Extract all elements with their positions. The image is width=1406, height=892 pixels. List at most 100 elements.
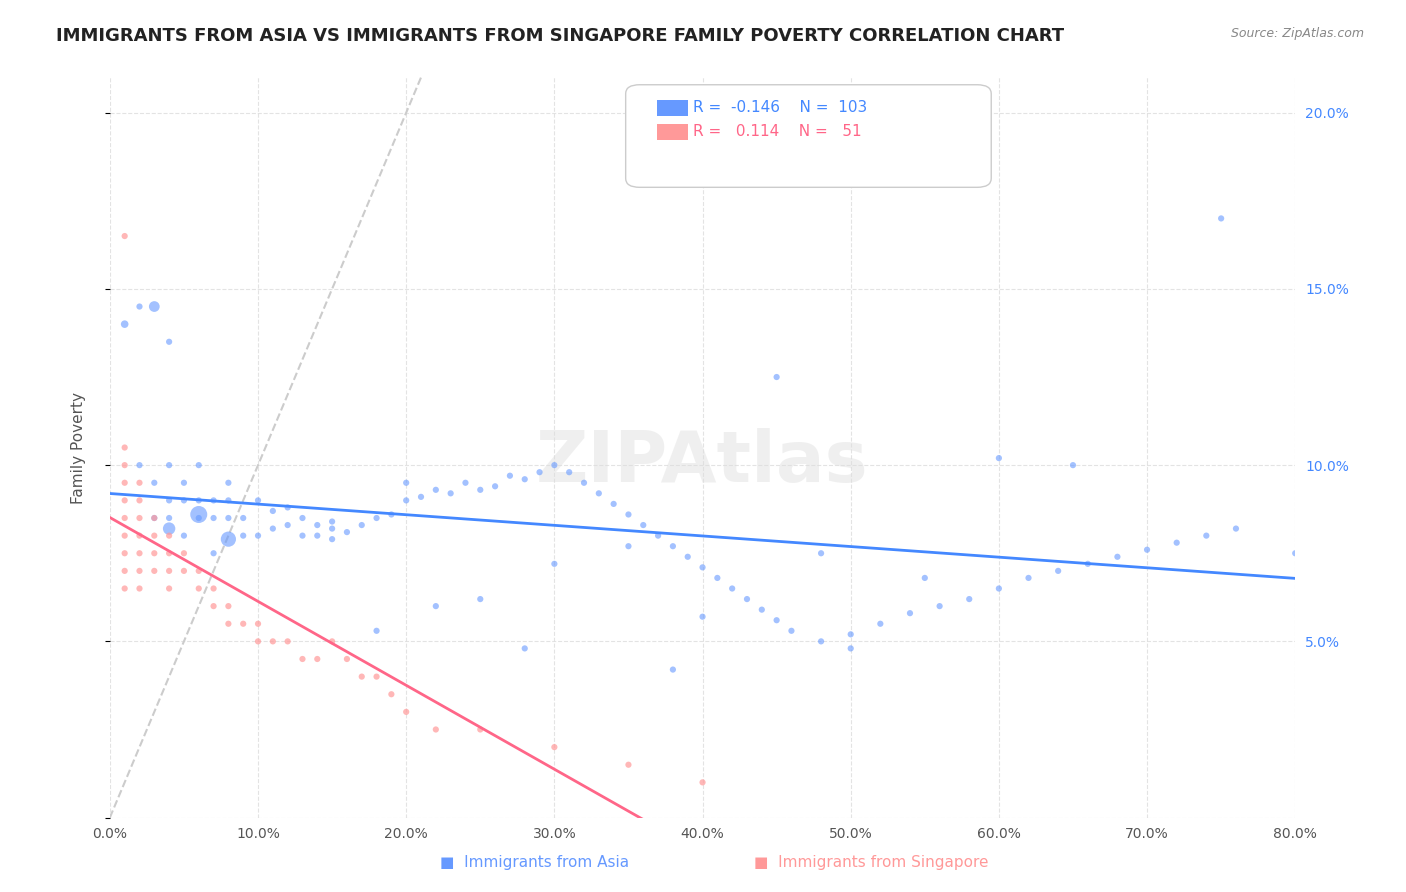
Point [157,458,180,472]
Point [143,564,166,578]
Point [157,511,180,525]
Point [202,582,225,596]
Point [262,634,284,648]
Point [588,486,610,500]
Point [839,641,862,656]
Point [187,458,209,472]
Point [380,687,402,701]
Point [291,528,314,542]
Point [114,441,136,455]
Point [217,532,239,546]
Point [692,560,714,574]
Point [202,493,225,508]
Point [1077,557,1099,571]
Point [128,300,150,314]
Point [440,486,463,500]
Point [114,582,136,596]
Point [543,740,565,755]
Point [277,634,299,648]
Point [262,504,284,518]
Point [307,528,329,542]
Point [143,528,166,542]
Point [839,627,862,641]
Point [114,458,136,472]
Point [425,599,447,614]
Point [321,634,343,648]
Point [366,670,388,684]
Point [484,479,506,493]
Point [470,723,492,737]
Point [187,493,209,508]
Point [350,670,373,684]
Point [217,493,239,508]
Point [810,634,832,648]
Point [1166,535,1188,549]
Point [987,451,1010,466]
Point [114,546,136,560]
Point [957,592,980,607]
Point [513,641,536,656]
Point [1211,211,1233,226]
Point [662,539,685,553]
Point [529,465,551,479]
Point [321,522,343,536]
Text: Source: ZipAtlas.com: Source: ZipAtlas.com [1230,27,1364,40]
Point [173,546,195,560]
Point [173,475,195,490]
Point [114,528,136,542]
Point [617,539,640,553]
Point [470,483,492,497]
Point [692,775,714,789]
Point [128,493,150,508]
Point [810,546,832,560]
Point [633,518,655,533]
Point [366,624,388,638]
Point [128,475,150,490]
Point [217,475,239,490]
Point [157,334,180,349]
Point [187,511,209,525]
Point [143,546,166,560]
Point [499,468,522,483]
Point [928,599,950,614]
Point [1195,528,1218,542]
Point [735,592,758,607]
Point [780,624,803,638]
Point [128,546,150,560]
Point [128,582,150,596]
Point [869,616,891,631]
Point [157,493,180,508]
Point [217,511,239,525]
Point [321,532,343,546]
Point [262,522,284,536]
Point [765,613,787,627]
Point [380,508,402,522]
Point [1136,542,1159,557]
Point [173,564,195,578]
Point [128,528,150,542]
Point [647,528,669,542]
Point [751,602,773,616]
Point [409,490,432,504]
Point [558,465,581,479]
Point [721,582,744,596]
Point [1062,458,1084,472]
Point [247,616,270,631]
Point [157,546,180,560]
Point [765,370,787,384]
Point [692,609,714,624]
Point [291,511,314,525]
Point [366,511,388,525]
Point [1284,546,1306,560]
Point [277,500,299,515]
Point [572,475,595,490]
Text: ZIPAtlas: ZIPAtlas [536,428,869,497]
Point [143,300,166,314]
Point [307,518,329,533]
Point [247,493,270,508]
Point [706,571,728,585]
Point [157,582,180,596]
Y-axis label: Family Poverty: Family Poverty [72,392,86,503]
Point [898,606,921,620]
Point [202,546,225,560]
